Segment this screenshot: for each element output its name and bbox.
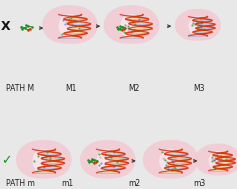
Ellipse shape	[32, 149, 55, 173]
Text: PATH m: PATH m	[6, 179, 35, 188]
Polygon shape	[195, 143, 237, 176]
Ellipse shape	[188, 16, 207, 36]
Text: m3: m3	[193, 179, 205, 188]
Text: M3: M3	[193, 84, 205, 93]
Polygon shape	[104, 5, 159, 44]
Ellipse shape	[159, 149, 182, 173]
Text: m1: m1	[61, 179, 74, 188]
Ellipse shape	[96, 149, 119, 173]
Text: M2: M2	[128, 84, 140, 93]
Ellipse shape	[209, 151, 228, 171]
Polygon shape	[143, 140, 198, 179]
Text: ✓: ✓	[1, 154, 11, 167]
Text: m2: m2	[128, 179, 140, 188]
Polygon shape	[175, 9, 221, 41]
Text: PATH M: PATH M	[6, 84, 34, 93]
Polygon shape	[80, 140, 136, 179]
Ellipse shape	[120, 14, 143, 38]
Polygon shape	[16, 140, 72, 179]
Ellipse shape	[59, 14, 81, 38]
Polygon shape	[42, 5, 98, 44]
Text: M1: M1	[65, 84, 77, 93]
Text: X: X	[1, 20, 11, 33]
